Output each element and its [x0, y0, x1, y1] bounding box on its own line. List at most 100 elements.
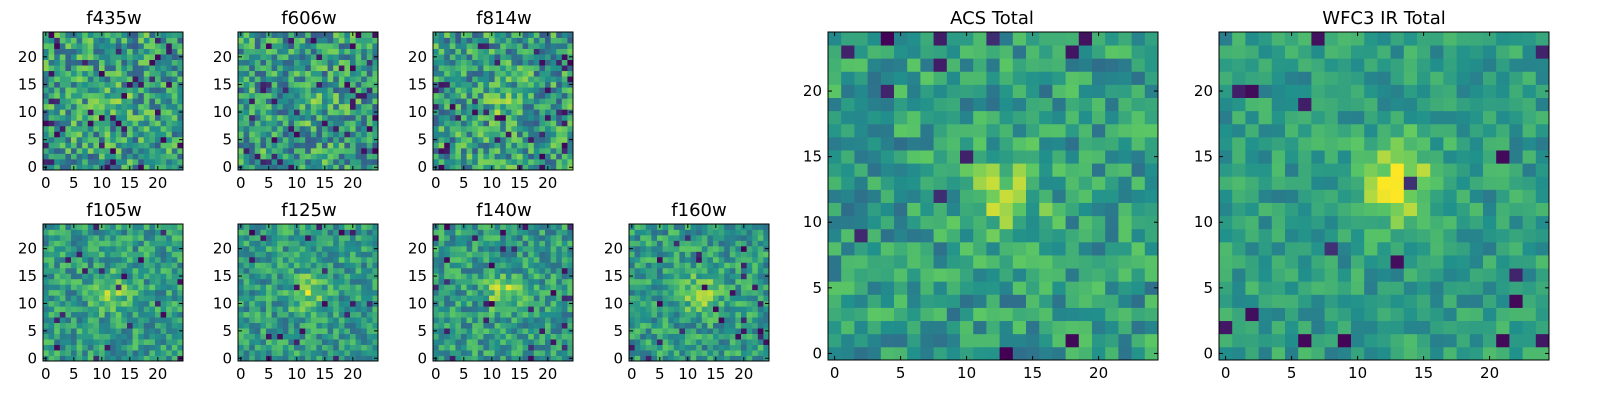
heatmap-cell: [282, 355, 289, 362]
heatmap-cell: [110, 339, 117, 345]
heatmap-cell: [121, 32, 128, 38]
heatmap-cell: [355, 350, 362, 356]
heatmap-cell: [43, 295, 49, 302]
heatmap-cell: [449, 278, 456, 285]
heatmap-cell: [104, 278, 111, 285]
heatmap-cell: [350, 125, 356, 132]
heatmap-cell: [121, 142, 128, 149]
heatmap-cell: [87, 142, 94, 149]
heatmap-cell: [561, 32, 568, 38]
heatmap-cell: [489, 273, 495, 280]
heatmap-cell: [299, 251, 306, 258]
heatmap-cell: [322, 87, 328, 94]
heatmap-cell: [48, 164, 55, 171]
heatmap-cell: [651, 289, 658, 296]
heatmap-cell: [294, 328, 300, 334]
heatmap-cell: [282, 234, 289, 241]
y-tick-label: 20: [408, 48, 427, 66]
heatmap-cell: [149, 224, 156, 230]
heatmap-cell: [104, 87, 111, 94]
heatmap-cell: [472, 153, 479, 160]
heatmap-cell: [455, 344, 462, 351]
heatmap-cell: [746, 333, 753, 340]
heatmap-cell: [333, 76, 340, 83]
heatmap-cell: [757, 344, 764, 351]
heatmap-cell: [1052, 333, 1066, 348]
heatmap-cell: [115, 224, 122, 230]
heatmap-cell: [48, 81, 55, 88]
heatmap-cell: [841, 215, 855, 230]
heatmap-cell: [104, 158, 111, 165]
heatmap-cell: [867, 346, 882, 361]
heatmap-cell: [657, 229, 663, 236]
heatmap-cell: [316, 306, 323, 313]
heatmap-cell: [522, 224, 529, 230]
heatmap-cell: [483, 317, 490, 324]
heatmap-cell: [243, 131, 250, 138]
heatmap-cell: [494, 37, 501, 44]
heatmap-cell: [104, 136, 111, 143]
heatmap-cell: [438, 70, 445, 77]
heatmap-cell: [372, 70, 379, 77]
heatmap-cell: [104, 306, 111, 313]
heatmap-cell: [243, 76, 250, 83]
heatmap-cell: [517, 153, 523, 160]
heatmap-cell: [489, 333, 495, 340]
heatmap-cell: [138, 87, 145, 94]
heatmap-cell: [679, 284, 686, 291]
heatmap-cell: [71, 131, 77, 138]
heatmap-cell: [556, 65, 563, 72]
heatmap-cell: [149, 131, 156, 138]
heatmap-cell: [338, 344, 345, 351]
heatmap-cell: [366, 153, 373, 160]
heatmap-cell: [299, 328, 306, 334]
heatmap-cell: [634, 339, 641, 345]
heatmap-cell: [522, 245, 529, 252]
heatmap-cell: [634, 234, 641, 241]
heatmap-cell: [82, 158, 89, 165]
heatmap-cell: [138, 256, 145, 263]
heatmap-cell: [1012, 241, 1027, 256]
heatmap-cell: [288, 311, 295, 318]
heatmap-cell: [99, 328, 105, 334]
heatmap-cell: [316, 109, 323, 116]
heatmap-cell: [461, 147, 467, 154]
heatmap-cell: [657, 311, 663, 318]
heatmap-cell: [880, 255, 895, 269]
heatmap-cell: [679, 322, 686, 329]
heatmap-cell: [310, 322, 317, 329]
heatmap-cell: [344, 158, 351, 165]
heatmap-cell: [449, 43, 456, 49]
heatmap-cell: [1065, 202, 1080, 217]
heatmap-cell: [533, 32, 540, 38]
heatmap-cell: [288, 234, 295, 241]
heatmap-cell: [282, 328, 289, 334]
heatmap-cell: [171, 131, 178, 138]
heatmap-cell: [333, 87, 340, 94]
heatmap-cell: [1105, 202, 1119, 217]
heatmap-cell: [238, 153, 244, 160]
heatmap-cell: [260, 355, 267, 362]
heatmap-cell: [254, 317, 261, 324]
heatmap-cell: [177, 92, 184, 99]
heatmap-cell: [316, 70, 323, 77]
heatmap-cell: [361, 350, 368, 356]
heatmap-cell: [690, 234, 697, 241]
heatmap-cell: [338, 70, 345, 77]
heatmap-cell: [177, 114, 184, 121]
heatmap-cell: [545, 147, 551, 154]
heatmap-cell: [54, 262, 61, 269]
heatmap-cell: [489, 103, 495, 110]
heatmap-cell: [254, 289, 261, 296]
heatmap-cell: [729, 229, 736, 236]
heatmap-cell: [104, 131, 111, 138]
heatmap-cell: [438, 333, 445, 340]
heatmap-cell: [350, 48, 356, 55]
x-tick-label: 15: [706, 365, 725, 383]
heatmap-cell: [110, 147, 117, 154]
heatmap-cell: [166, 153, 173, 160]
heatmap-cell: [517, 76, 523, 83]
heatmap-cell: [104, 37, 111, 44]
heatmap-cell: [1092, 163, 1106, 177]
heatmap-cell: [444, 229, 451, 236]
